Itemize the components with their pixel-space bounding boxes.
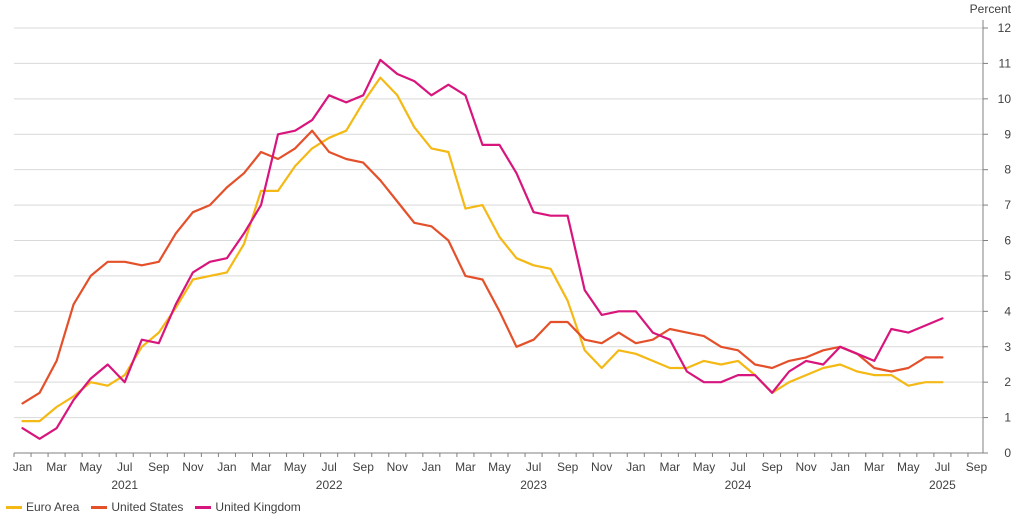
x-tick-label: Jan: [626, 460, 645, 474]
x-year-label: 2023: [520, 478, 547, 492]
x-tick-label: Jul: [935, 460, 950, 474]
x-year-label: 2021: [111, 478, 138, 492]
legend-label: United Kingdom: [215, 500, 301, 514]
x-tick-label: Jul: [526, 460, 541, 474]
legend-label: United States: [111, 500, 184, 514]
legend-label: Euro Area: [26, 500, 80, 514]
x-tick-label: Jan: [422, 460, 441, 474]
x-year-label: 2025: [929, 478, 956, 492]
y-tick-label: 8: [1004, 163, 1011, 177]
y-tick-label: 11: [999, 56, 1012, 70]
legend-item: United States: [91, 500, 183, 514]
legend: Euro Area United States United Kingdom: [6, 500, 301, 514]
x-tick-label: Jan: [831, 460, 850, 474]
legend-item: Euro Area: [6, 500, 79, 514]
y-tick-label: 3: [1004, 340, 1011, 354]
x-year-label: 2024: [725, 478, 752, 492]
y-tick-label: 10: [998, 92, 1012, 106]
series-lines: [21, 58, 944, 440]
x-tick-label: Sep: [761, 460, 783, 474]
x-tick-label: May: [488, 460, 511, 474]
y-tick-label: 0: [1004, 446, 1011, 460]
series-line-united-states: [21, 129, 944, 405]
y-axis-unit-label: Percent: [970, 2, 1012, 16]
x-tick-label: May: [79, 460, 102, 474]
x-tick-label: Mar: [46, 460, 67, 474]
x-tick-label: Nov: [591, 460, 612, 474]
x-tick-label: Jul: [321, 460, 336, 474]
gridlines: [14, 27, 983, 454]
y-tick-label: 1: [1004, 411, 1011, 425]
x-tick-label: Jul: [730, 460, 745, 474]
x-tick-label: Nov: [182, 460, 203, 474]
x-year-label: 2022: [316, 478, 343, 492]
legend-swatch: [195, 505, 212, 509]
legend-swatch: [91, 505, 108, 509]
series-line-united-kingdom: [21, 58, 944, 440]
x-tick-label: Sep: [148, 460, 170, 474]
y-tick-label: 6: [1004, 234, 1011, 248]
x-tick-label: Mar: [455, 460, 476, 474]
x-tick-label: Sep: [353, 460, 375, 474]
x-tick-label: Nov: [387, 460, 408, 474]
x-tick-label: Nov: [795, 460, 816, 474]
x-tick-label: Jul: [117, 460, 132, 474]
x-tick-label: Mar: [864, 460, 885, 474]
x-tick-label: Mar: [251, 460, 272, 474]
x-tick-label: Jan: [13, 460, 32, 474]
y-tick-label: 5: [1004, 269, 1011, 283]
y-tick-label: 9: [1004, 127, 1011, 141]
y-tick-label: 4: [1004, 304, 1011, 318]
x-tick-label: May: [693, 460, 716, 474]
x-tick-label: Jan: [217, 460, 236, 474]
x-tick-label: Sep: [557, 460, 579, 474]
y-tick-label: 12: [998, 21, 1012, 35]
series-line-euro-area: [21, 76, 944, 423]
x-tick-label: May: [897, 460, 920, 474]
y-tick-label: 7: [1004, 198, 1011, 212]
x-tick-label: Mar: [660, 460, 681, 474]
x-tick-label: May: [284, 460, 307, 474]
x-tick-label: Sep: [966, 460, 988, 474]
legend-swatch: [6, 505, 22, 509]
legend-item: United Kingdom: [195, 500, 301, 514]
y-tick-label: 2: [1004, 375, 1011, 389]
